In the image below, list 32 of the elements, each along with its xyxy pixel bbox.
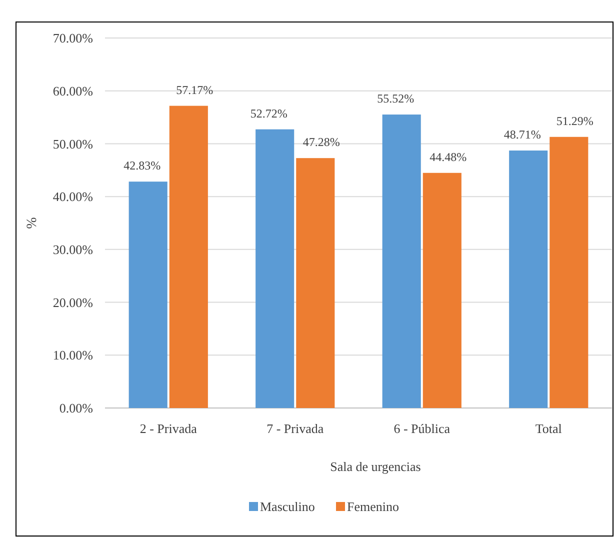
bar [128,182,168,408]
data-label: 55.52% [377,92,414,106]
y-tick-label: 70.00% [52,30,94,46]
bar [509,150,548,408]
y-axis-title: % [25,216,40,229]
data-label: 44.48% [430,150,467,164]
x-tick-label: 2 - Privada [140,421,198,436]
bar [169,106,208,408]
bar [382,114,421,408]
legend-label: Masculino [260,499,315,514]
data-label: 57.17% [176,82,214,97]
data-label: 42.83% [124,158,161,173]
y-tick-label: 10.00% [52,348,94,363]
x-axis-title: Sala de urgencias [330,459,421,474]
y-tick-label: 60.00% [52,83,94,98]
bar [296,158,335,408]
x-tick-label: 7 - Privada [266,421,324,436]
data-label: 48.71% [504,128,541,142]
data-label: 51.29% [556,114,594,128]
bar [550,136,588,408]
y-tick-label: 50.00% [52,136,94,152]
x-tick-label: 6 - Pública [394,421,450,436]
y-tick-label: 40.00% [52,189,94,204]
y-tick-label: 30.00% [52,242,94,257]
bar [422,172,462,408]
bar [256,129,294,408]
y-tick-label: 20.00% [52,294,94,310]
legend-label: Femenino [347,499,399,514]
y-tick-label: 0.00% [59,400,94,416]
data-label: 47.28% [302,135,340,150]
data-label: 52.72% [250,106,288,120]
x-tick-label: Total [535,421,562,436]
